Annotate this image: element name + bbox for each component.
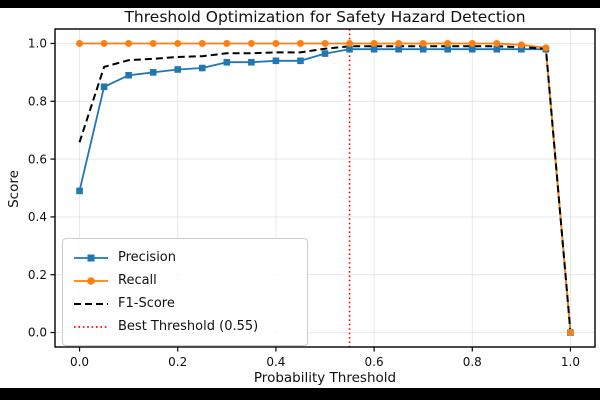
x-tick-label: 1.0 [561,355,580,369]
x-tick-label: 0.2 [168,355,187,369]
legend-label: F1-Score [118,296,175,311]
axes-spines [54,28,596,348]
legend-item: F1-Score [73,292,297,315]
y-tick-label: 0.0 [28,326,47,340]
series-line-f1-score [78,45,572,333]
legend-label: Recall [118,273,157,288]
marker-square [468,45,476,53]
marker-square [493,45,501,53]
x-tick-label: 0.6 [365,355,384,369]
marker-circle [125,39,133,47]
marker-circle [542,44,550,52]
marker-square [370,45,378,53]
marker-square [223,58,231,66]
x-axis-label: Probability Threshold [253,370,397,386]
marker-square [149,69,157,76]
legend-label: Best Threshold (0.55) [118,319,259,334]
marker-circle [321,39,329,47]
y-axis-label: Score [6,170,22,208]
marker-square [76,187,83,195]
y-tick-label: 1.0 [28,37,47,51]
legend-item: Best Threshold (0.55) [73,315,297,338]
legend-item: Recall [73,269,297,292]
marker-square [100,83,108,91]
marker-square [125,71,132,79]
legend-sample-dotted-line [74,325,108,328]
marker-circle [247,39,255,47]
x-tick-label: 0.8 [463,355,482,369]
marker-square [395,45,402,53]
marker-square [321,50,329,57]
x-tick-label: 0.4 [266,355,285,369]
marker-square [346,45,353,53]
chart-title: Threshold Optimization for Safety Hazard… [124,8,526,26]
marker-circle [517,41,525,49]
chart-canvas: Threshold Optimization for Safety Hazard… [0,8,600,388]
marker-square [248,58,255,66]
marker-square [272,57,280,65]
marker-square [419,45,427,53]
legend-item: Precision [73,246,297,269]
marker-square [518,45,525,53]
legend-sample-dashed-line [74,302,108,305]
y-tick-label: 0.8 [28,94,47,108]
marker-square [174,66,182,73]
marker-circle [419,39,427,47]
plot-area: 0.0 0.2 0.4 0.6 0.8 1.0 0.0 0.2 0.4 0.6 0.8 1.0 [28,28,596,369]
marker-circle [370,39,378,47]
y-tick-label: 0.4 [28,210,47,224]
marker-circle [296,39,304,47]
marker-square [198,64,206,72]
marker-square [297,57,304,65]
y-tick-label: 0.6 [28,152,47,166]
marker-circle [100,39,108,47]
marker-circle [493,39,501,47]
marker-circle [149,39,157,47]
y-tick-label: 0.2 [28,268,47,282]
marker-circle [346,39,354,47]
marker-circle [395,39,403,47]
legend-sample-solid-line [74,254,108,261]
legend: Precision Recall F1-Score Best Threshold (0… [62,238,308,346]
marker-circle [444,39,452,47]
marker-circle [174,39,182,47]
x-tick-label: 0.0 [70,355,89,369]
marker-circle [223,39,231,47]
marker-circle [76,39,84,47]
marker-circle [272,39,280,47]
marker-circle [198,39,206,47]
legend-label: Precision [118,250,177,265]
marker-circle [566,329,574,337]
marker-circle [468,39,476,47]
marker-square [444,45,452,53]
legend-sample-solid-line [74,276,108,285]
